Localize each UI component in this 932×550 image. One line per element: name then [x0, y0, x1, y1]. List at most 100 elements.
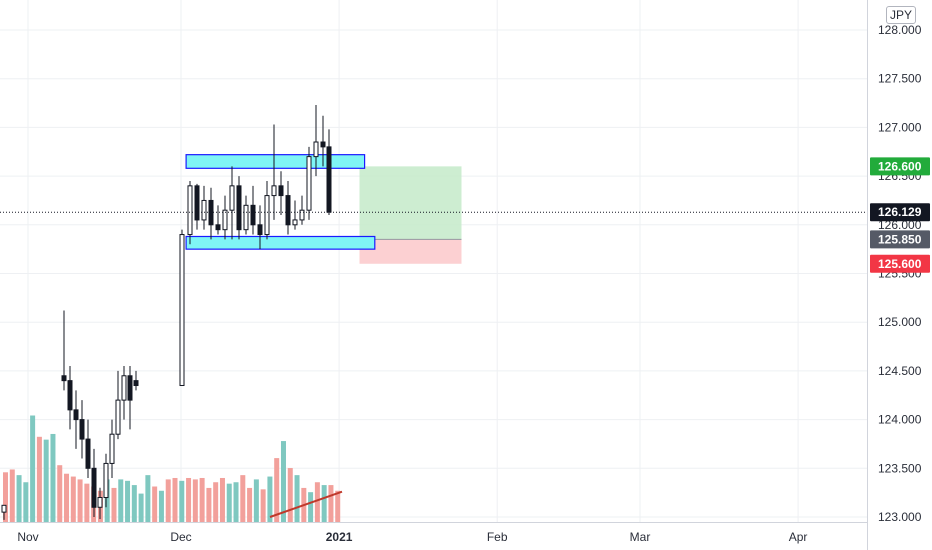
candle-body [115, 399, 121, 435]
price-tag-label: 125.850 [878, 232, 922, 246]
candle-body [103, 462, 109, 499]
price-tag-bg [870, 254, 930, 273]
candle [194, 183, 200, 230]
candle-body [299, 209, 305, 221]
candle-body [121, 375, 127, 401]
volume-bar [64, 473, 70, 522]
candle-body [222, 209, 228, 231]
candle-body [278, 185, 284, 197]
candle [1, 504, 7, 520]
volume-bar [77, 479, 83, 522]
candle [229, 166, 235, 240]
volume-bar [287, 468, 293, 522]
volume-bar [30, 415, 36, 522]
x-tick-label: Mar [630, 530, 651, 544]
candle [133, 370, 139, 391]
candle [73, 390, 79, 449]
volume-bar [192, 479, 198, 522]
candle [97, 487, 103, 519]
currency-badge[interactable]: JPY [886, 6, 916, 24]
candle-body [67, 380, 73, 411]
candle [79, 400, 85, 459]
candle [313, 104, 319, 177]
candle-body [201, 199, 207, 221]
candle [250, 185, 256, 235]
price-tag-label: 125.600 [878, 257, 922, 271]
candle [215, 205, 221, 235]
candle [320, 115, 326, 167]
candle-body [79, 419, 85, 440]
volume-bar [43, 439, 49, 522]
loss-zone [359, 239, 462, 264]
candle-body [61, 375, 67, 382]
volume-bar [206, 487, 212, 522]
candle [264, 180, 270, 240]
candle [127, 366, 133, 430]
volume-bar [23, 482, 29, 522]
resistance-zone [185, 154, 366, 169]
candle [236, 176, 242, 240]
volume-bar [179, 480, 185, 522]
volume-bar [213, 482, 219, 522]
volume-bar [247, 487, 253, 522]
candle [326, 129, 332, 216]
volume-bar [260, 489, 266, 522]
volume-bar [328, 485, 334, 522]
y-tick-label: 123.500 [878, 461, 922, 475]
volume-bar [335, 490, 341, 522]
volume-bar [226, 483, 232, 522]
candle-body [85, 438, 91, 469]
volume-bar [199, 477, 205, 522]
x-tick-label: Nov [17, 530, 38, 544]
candle-body [91, 467, 97, 508]
price-tag-bg [870, 203, 930, 222]
x-tick-label: Feb [487, 530, 508, 544]
candle [67, 366, 73, 430]
candle-body [306, 156, 312, 211]
candle [271, 124, 277, 220]
volume-bar [16, 475, 22, 522]
price-tag: 125.850 [870, 230, 930, 249]
volume-bar [314, 482, 320, 522]
volume-bar [267, 476, 273, 522]
y-tick-label: 125.000 [878, 315, 922, 329]
candle-body [194, 185, 200, 221]
y-tick-label: 128.000 [878, 23, 922, 37]
x-tick-label: Apr [789, 530, 808, 544]
candle-body [326, 146, 332, 213]
volume-bar [70, 476, 76, 522]
candle [285, 180, 291, 235]
candle-body [250, 204, 256, 226]
y-tick-label: 127.000 [878, 120, 922, 134]
candles [1, 104, 332, 520]
volume-bar [125, 480, 131, 522]
candle [121, 366, 127, 420]
price-tag: 125.600 [870, 254, 930, 273]
candle-body [285, 195, 291, 226]
volume-bar [233, 482, 239, 522]
candle-body [127, 375, 133, 401]
candle-body [292, 219, 298, 226]
candle-body [271, 185, 277, 197]
candle-body [243, 204, 249, 231]
volume-bar [274, 458, 280, 522]
candle [85, 419, 91, 479]
volume-bar [308, 492, 314, 522]
volume-bar [145, 475, 151, 522]
candle [222, 195, 228, 240]
volume-bar [57, 465, 63, 522]
candle [109, 419, 115, 479]
support-zone [185, 235, 376, 250]
price-tag: 126.600 [870, 157, 930, 176]
candle [292, 200, 298, 230]
candle [278, 171, 284, 216]
candle-body [264, 195, 270, 236]
price-tag-label: 126.129 [878, 205, 922, 219]
price-tag-bg [870, 230, 930, 249]
y-tick-label: 123.000 [878, 510, 922, 524]
candle [61, 310, 67, 391]
y-tick-label: 126.000 [878, 218, 922, 232]
volume-bar [172, 477, 178, 522]
y-tick-label: 127.500 [878, 72, 922, 86]
